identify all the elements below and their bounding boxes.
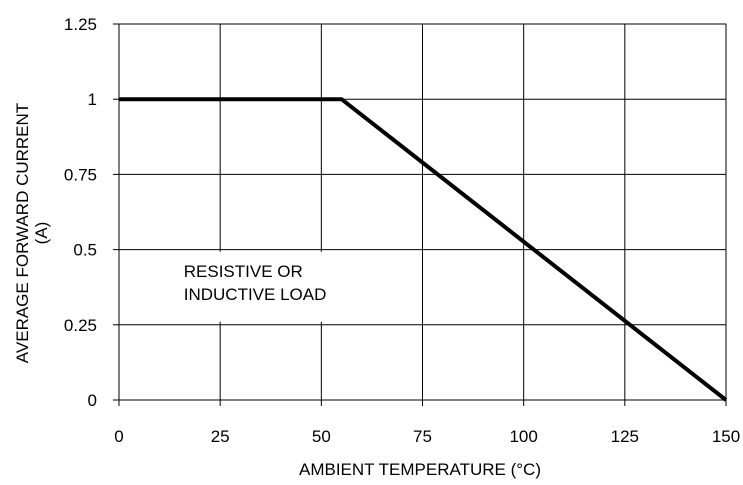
x-axis-title: AMBIENT TEMPERATURE (°C) <box>299 460 541 479</box>
y-tick-label: 0.5 <box>73 241 97 260</box>
annotation-background <box>173 251 392 322</box>
y-tick-label: 1 <box>88 90 97 109</box>
x-tick-label: 125 <box>611 427 639 446</box>
annotation-line: INDUCTIVE LOAD <box>184 285 327 304</box>
x-tick-label: 25 <box>211 427 230 446</box>
annotation: RESISTIVE OR INDUCTIVE LOAD <box>184 262 327 304</box>
grid-lines <box>119 24 726 400</box>
y-axis-ticks: 0 0.25 0.5 0.75 1 1.25 <box>64 15 119 410</box>
x-tick-label: 50 <box>312 427 331 446</box>
series-layer <box>119 97 728 402</box>
x-tick-label: 75 <box>413 427 432 446</box>
x-axis-ticks: 0 25 50 75 100 125 150 <box>114 400 740 446</box>
y-axis-unit: (A) <box>32 222 51 245</box>
derating-curve <box>119 97 728 402</box>
y-tick-label: 1.25 <box>64 15 97 34</box>
x-tick-label: 0 <box>114 427 123 446</box>
x-tick-label: 150 <box>712 427 740 446</box>
annotation-line: RESISTIVE OR <box>184 262 303 281</box>
x-tick-label: 100 <box>509 427 537 446</box>
y-tick-label: 0 <box>88 391 97 410</box>
y-axis-title: AVERAGE FORWARD CURRENT <box>13 103 32 363</box>
y-tick-label: 0.75 <box>64 165 97 184</box>
y-tick-label: 0.25 <box>64 316 97 335</box>
